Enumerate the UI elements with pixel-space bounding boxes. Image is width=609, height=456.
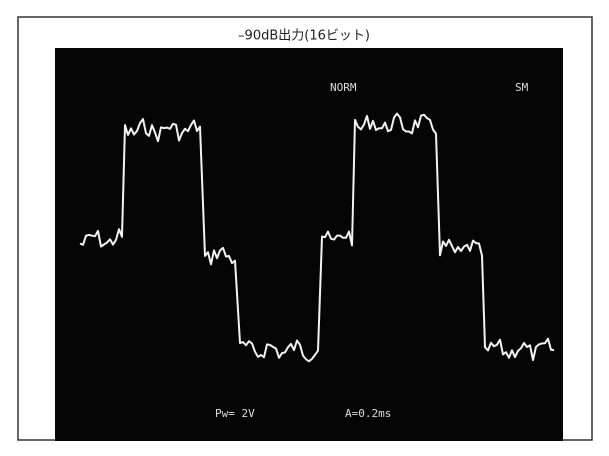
volts-label: Pw= 2V: [215, 407, 255, 420]
oscilloscope-screen: [55, 48, 563, 441]
corner-label: SM: [515, 81, 529, 94]
mode-label: NORM: [330, 81, 357, 94]
figure: –90dB出力(16ビット) NORM SM Pw= 2V A=0.2ms: [0, 0, 609, 456]
time-label: A=0.2ms: [345, 407, 391, 420]
caption: –90dB出力(16ビット): [238, 29, 370, 44]
